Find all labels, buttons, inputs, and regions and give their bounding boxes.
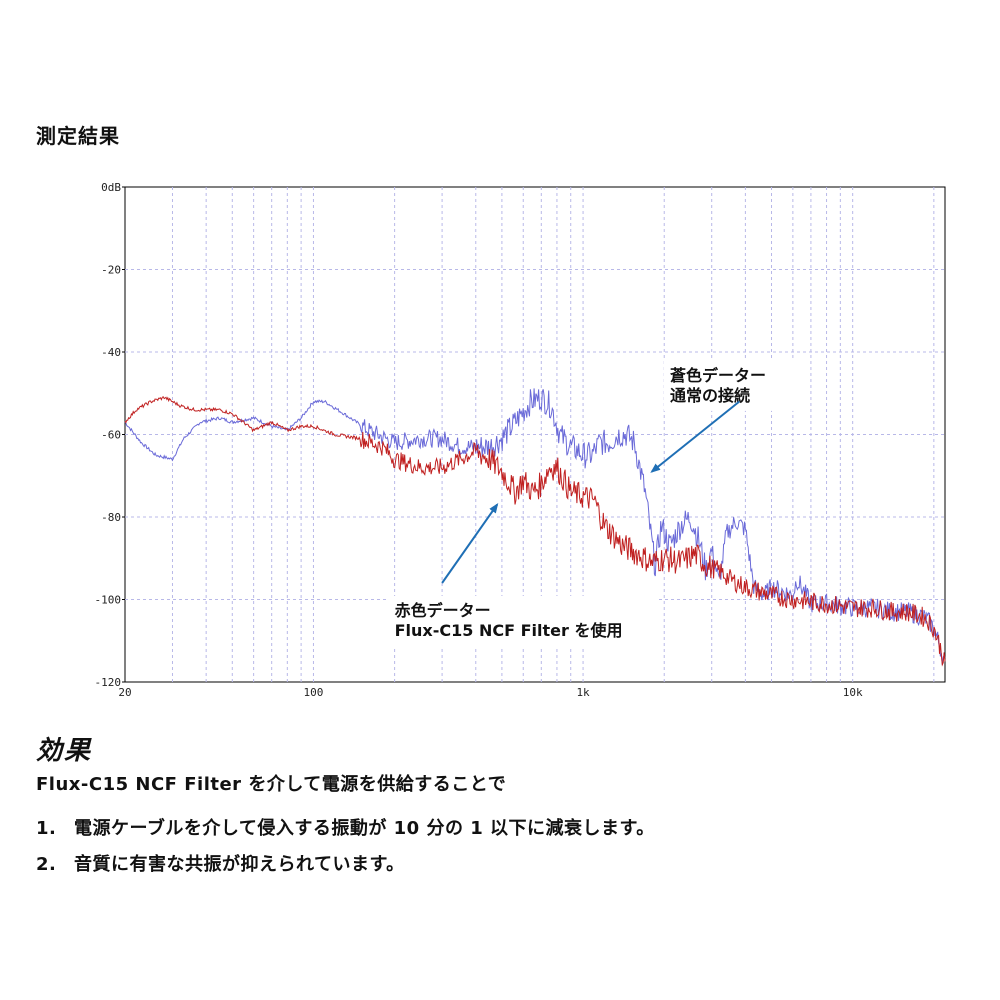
y-tick-label: 0dB bbox=[101, 181, 121, 194]
y-tick-label: -20 bbox=[101, 264, 121, 277]
y-tick-label: -60 bbox=[101, 429, 121, 442]
annotation-arrow bbox=[441, 502, 499, 584]
series-group bbox=[124, 388, 946, 667]
effect-item-1: 1. 電源ケーブルを介して侵入する振動が 10 分の 1 以下に減衰します。 bbox=[36, 814, 655, 840]
series-line-blue bbox=[124, 388, 946, 665]
series-line-red bbox=[124, 396, 946, 667]
effect-item-2: 2. 音質に有害な共振が抑えられています。 bbox=[36, 850, 405, 876]
page-title: 測定結果 bbox=[36, 124, 120, 148]
annotation-text: Flux-C15 NCF Filter を使用 bbox=[395, 621, 623, 640]
x-tick-label: 100 bbox=[304, 686, 324, 699]
effect-title: 効果 bbox=[36, 736, 93, 766]
x-tick-label: 10k bbox=[843, 686, 863, 699]
annotation-text: 通常の接続 bbox=[670, 386, 750, 405]
annotation-text: 赤色データー bbox=[395, 601, 491, 620]
effect-item-text: 音質に有害な共振が抑えられています。 bbox=[74, 854, 405, 875]
effect-item-number: 1. bbox=[36, 818, 57, 839]
y-tick-label: -40 bbox=[101, 346, 121, 359]
effect-item-text: 電源ケーブルを介して侵入する振動が 10 分の 1 以下に減衰します。 bbox=[74, 818, 655, 839]
effect-item-number: 2. bbox=[36, 854, 57, 875]
x-tick-label: 1k bbox=[576, 686, 590, 699]
y-tick-label: -80 bbox=[101, 511, 121, 524]
y-tick-label: -100 bbox=[95, 594, 122, 607]
effect-intro: Flux-C15 NCF Filter を介して電源を供給することで bbox=[36, 774, 507, 795]
annotation-background bbox=[663, 360, 794, 411]
x-tick-label: 20 bbox=[118, 686, 131, 699]
annotation-arrow bbox=[650, 400, 741, 473]
annotation-text: 蒼色データー bbox=[670, 366, 766, 385]
y-tick-label: -120 bbox=[95, 676, 122, 689]
grid bbox=[125, 187, 945, 682]
annotation-background bbox=[388, 596, 659, 646]
